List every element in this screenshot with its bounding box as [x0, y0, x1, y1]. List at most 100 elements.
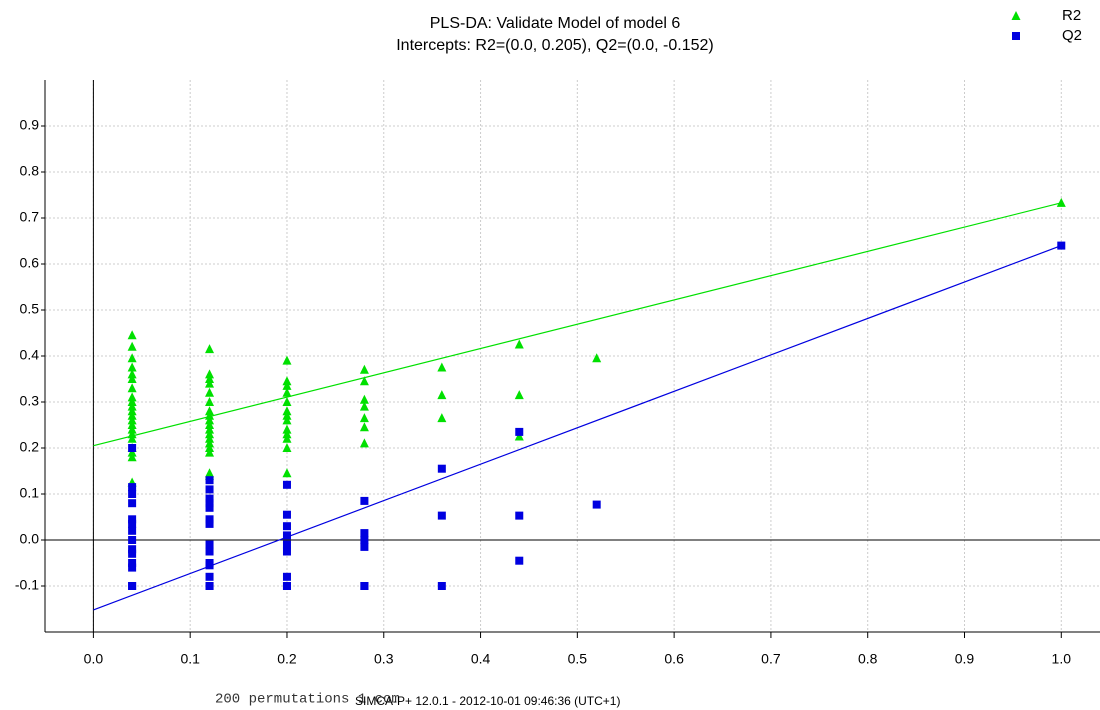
x-tick-label: 0.7	[761, 651, 781, 667]
point	[282, 531, 291, 540]
point	[359, 422, 369, 432]
point	[282, 415, 292, 425]
point	[127, 401, 137, 411]
legend-label: Q2	[1062, 27, 1082, 44]
point	[205, 503, 214, 512]
point	[205, 515, 214, 524]
point	[205, 406, 215, 416]
point	[127, 433, 137, 443]
point	[128, 483, 137, 492]
point	[437, 390, 447, 400]
y-tick-label: 0.4	[20, 347, 40, 363]
point	[282, 540, 291, 549]
software-note: SIMCA-P+ 12.0.1 - 2012-10-01 09:46:36 (U…	[355, 694, 620, 708]
point	[360, 496, 369, 505]
chart-subtitle: Intercepts: R2=(0.0, 0.205), Q2=(0.0, -0…	[396, 37, 714, 54]
point	[205, 438, 215, 448]
point	[205, 415, 215, 425]
point	[128, 582, 137, 590]
point	[514, 431, 524, 441]
y-tick-label: 0.1	[20, 485, 40, 501]
point	[127, 415, 137, 425]
point	[128, 519, 137, 528]
point	[205, 572, 214, 581]
point	[360, 529, 369, 538]
point	[282, 424, 292, 434]
point	[282, 443, 292, 452]
legend-label: R2	[1062, 7, 1081, 24]
x-tick-label: 0.9	[955, 651, 975, 667]
point	[127, 330, 137, 340]
point	[359, 413, 369, 423]
point	[437, 413, 447, 423]
point	[127, 424, 137, 434]
point	[205, 410, 215, 420]
point	[282, 355, 292, 365]
y-tick-label: 0.5	[20, 301, 40, 317]
point	[282, 522, 291, 531]
y-tick-label: 0.7	[20, 209, 40, 225]
point	[128, 515, 137, 524]
x-tick-label: 0.6	[664, 651, 684, 667]
point	[128, 549, 137, 558]
point	[359, 364, 369, 374]
point	[205, 540, 214, 549]
x-tick-label: 0.2	[277, 651, 297, 667]
point	[205, 433, 215, 443]
point	[359, 376, 369, 386]
point	[205, 397, 215, 406]
point	[515, 511, 524, 520]
y-tick-label: 0.6	[20, 255, 40, 271]
point	[205, 519, 214, 528]
point	[127, 406, 137, 416]
point	[1057, 241, 1066, 250]
point	[205, 424, 215, 434]
point	[127, 341, 137, 351]
point	[282, 572, 291, 581]
point	[127, 369, 137, 379]
point	[282, 406, 292, 416]
point	[205, 499, 214, 508]
point	[437, 362, 447, 372]
legend-marker	[1011, 11, 1021, 20]
point	[127, 374, 137, 383]
point	[127, 429, 137, 439]
point	[128, 563, 137, 572]
legend-marker	[1012, 32, 1020, 40]
fit-line	[93, 202, 1062, 447]
footer: 200 permutations 1 com	[215, 692, 400, 708]
point	[205, 344, 215, 354]
point	[128, 499, 137, 508]
point	[592, 500, 601, 509]
point	[205, 369, 215, 379]
point	[205, 494, 214, 503]
point	[282, 468, 292, 478]
point	[127, 410, 137, 420]
point	[514, 339, 524, 349]
point	[282, 480, 291, 489]
x-tick-label: 0.0	[84, 651, 104, 667]
point	[128, 444, 137, 452]
point	[127, 397, 137, 406]
point	[282, 387, 292, 397]
point	[128, 559, 137, 567]
point	[515, 427, 524, 436]
point	[205, 374, 215, 383]
point	[282, 376, 292, 386]
point	[437, 582, 446, 590]
point	[592, 353, 602, 363]
point	[205, 447, 215, 457]
x-tick-label: 0.5	[568, 651, 588, 667]
point	[128, 536, 137, 544]
point	[205, 547, 214, 556]
point	[128, 545, 137, 554]
point	[515, 556, 524, 565]
point	[359, 401, 369, 411]
point	[205, 378, 215, 388]
point	[128, 490, 137, 498]
point	[127, 362, 137, 372]
point	[205, 485, 214, 494]
point	[205, 582, 214, 590]
